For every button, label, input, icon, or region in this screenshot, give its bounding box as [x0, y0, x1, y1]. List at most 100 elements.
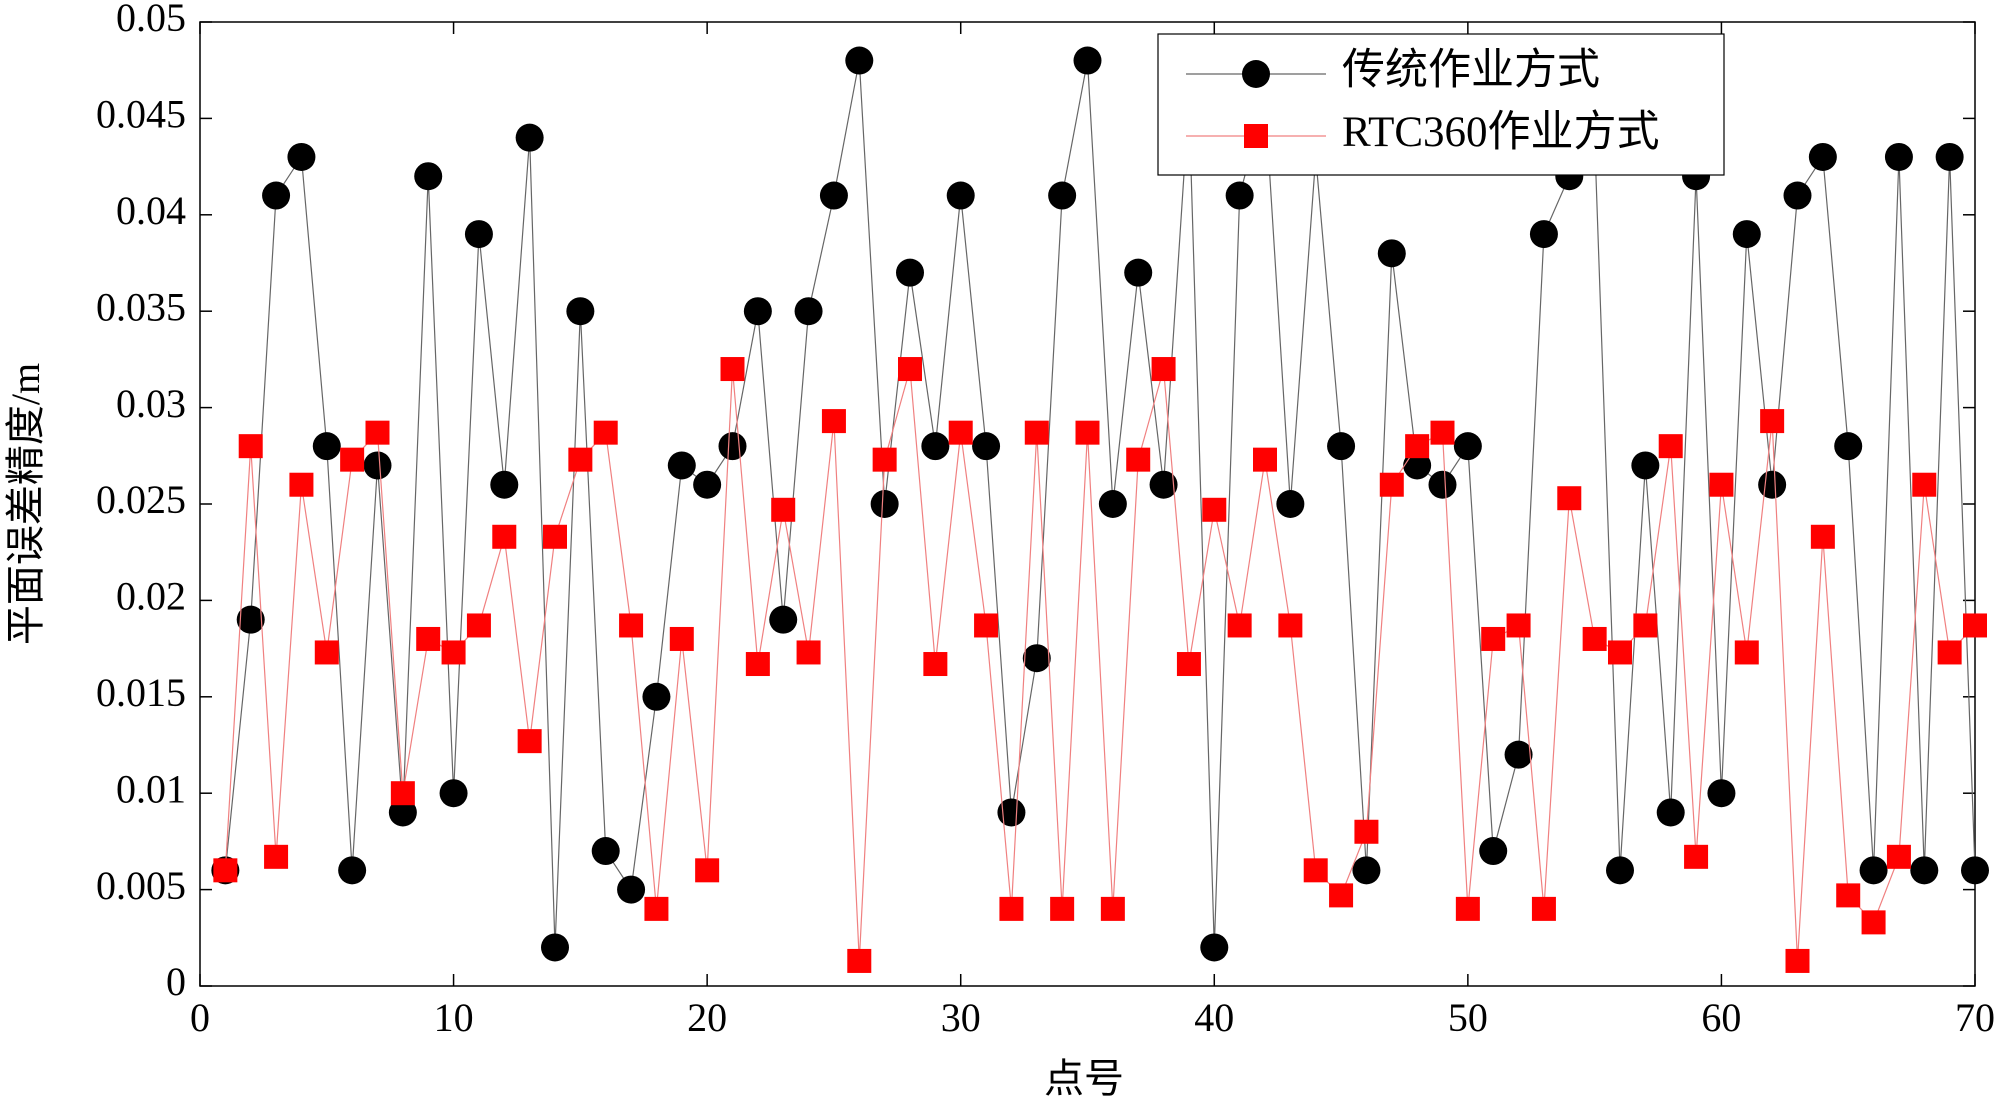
- data-point: [896, 258, 924, 287]
- data-point: [1506, 613, 1531, 638]
- data-point: [693, 470, 722, 499]
- data-point: [1963, 613, 1987, 638]
- y-tick-label: 0.03: [116, 381, 186, 426]
- data-point: [414, 162, 443, 191]
- legend-label: 传统作业方式: [1342, 47, 1600, 94]
- data-point: [1405, 434, 1430, 459]
- y-tick-label: 0: [166, 959, 186, 1004]
- data-point: [1912, 472, 1937, 497]
- y-tick-label: 0.04: [116, 188, 186, 233]
- data-point: [1658, 434, 1683, 459]
- data-point: [1656, 798, 1685, 827]
- data-point: [312, 432, 341, 461]
- data-point: [847, 948, 872, 973]
- data-point: [1126, 447, 1151, 472]
- data-point: [1785, 948, 1810, 973]
- data-point: [464, 220, 493, 249]
- data-point: [1379, 472, 1404, 497]
- data-point: [1582, 626, 1607, 651]
- data-point: [617, 875, 646, 904]
- data-point: [340, 447, 365, 472]
- data-point: [1327, 432, 1356, 461]
- data-point: [236, 605, 265, 634]
- data-point: [338, 856, 367, 885]
- data-point: [644, 896, 669, 921]
- data-point: [1176, 652, 1201, 677]
- data-point: [1352, 856, 1381, 885]
- data-point: [365, 420, 390, 445]
- data-point: [669, 626, 694, 651]
- y-tick-label: 0.01: [116, 766, 186, 811]
- data-point: [1910, 856, 1939, 885]
- data-point: [872, 447, 897, 472]
- data-point: [667, 451, 696, 480]
- data-point: [1504, 740, 1533, 769]
- legend-marker: [1244, 124, 1268, 148]
- data-point: [1428, 470, 1457, 499]
- data-point: [1098, 490, 1127, 518]
- data-point: [1606, 856, 1634, 885]
- data-point: [1024, 420, 1049, 445]
- data-point: [974, 613, 999, 638]
- data-point: [720, 357, 745, 382]
- data-point: [1481, 626, 1506, 651]
- data-point: [490, 470, 519, 499]
- data-point: [1329, 883, 1354, 908]
- data-point: [416, 626, 441, 651]
- data-point: [642, 682, 671, 711]
- series-line: [224, 60, 1976, 948]
- data-point: [997, 798, 1026, 827]
- data-point: [390, 781, 415, 806]
- data-point: [1810, 524, 1835, 549]
- data-point: [1225, 181, 1254, 210]
- x-tick-label: 50: [1448, 995, 1488, 1040]
- data-point: [1859, 856, 1888, 885]
- data-point: [745, 652, 770, 677]
- data-point: [566, 297, 595, 326]
- data-point: [1836, 883, 1861, 908]
- data-point: [1732, 220, 1761, 249]
- data-point: [1227, 613, 1252, 638]
- data-point: [819, 181, 848, 210]
- data-point: [1048, 181, 1077, 210]
- data-point: [1149, 470, 1178, 499]
- data-point: [568, 447, 593, 472]
- y-tick-label: 0.005: [96, 863, 186, 908]
- y-axis-label: 平面误差精度/m: [3, 363, 48, 645]
- x-tick-label: 20: [687, 995, 727, 1040]
- data-point: [619, 613, 644, 638]
- data-point: [1861, 910, 1886, 935]
- data-point: [1707, 779, 1736, 808]
- data-point: [1884, 142, 1913, 171]
- data-point: [1253, 447, 1277, 472]
- data-point: [388, 798, 417, 827]
- data-point: [314, 640, 339, 665]
- data-point: [1529, 220, 1558, 249]
- data-point: [541, 933, 569, 962]
- data-point: [1303, 858, 1328, 883]
- data-point: [441, 640, 466, 665]
- data-point: [948, 420, 973, 445]
- x-tick-label: 0: [190, 995, 210, 1040]
- data-point: [1684, 844, 1709, 869]
- data-point: [1760, 409, 1785, 434]
- x-tick-label: 60: [1701, 995, 1741, 1040]
- data-point: [1453, 432, 1482, 461]
- data-point: [1834, 432, 1863, 461]
- data-point: [1479, 837, 1508, 866]
- data-point: [1278, 613, 1303, 638]
- data-point: [593, 420, 618, 445]
- data-point: [1276, 490, 1305, 518]
- data-point: [1808, 142, 1837, 171]
- y-tick-label: 0.045: [96, 92, 186, 137]
- y-tick-label: 0.02: [116, 574, 186, 619]
- data-point: [695, 858, 720, 883]
- series-line: [224, 368, 1976, 961]
- data-point: [1354, 819, 1379, 844]
- data-point: [287, 142, 316, 171]
- data-point: [1022, 644, 1051, 673]
- data-point: [1100, 896, 1125, 921]
- x-tick-label: 30: [941, 995, 981, 1040]
